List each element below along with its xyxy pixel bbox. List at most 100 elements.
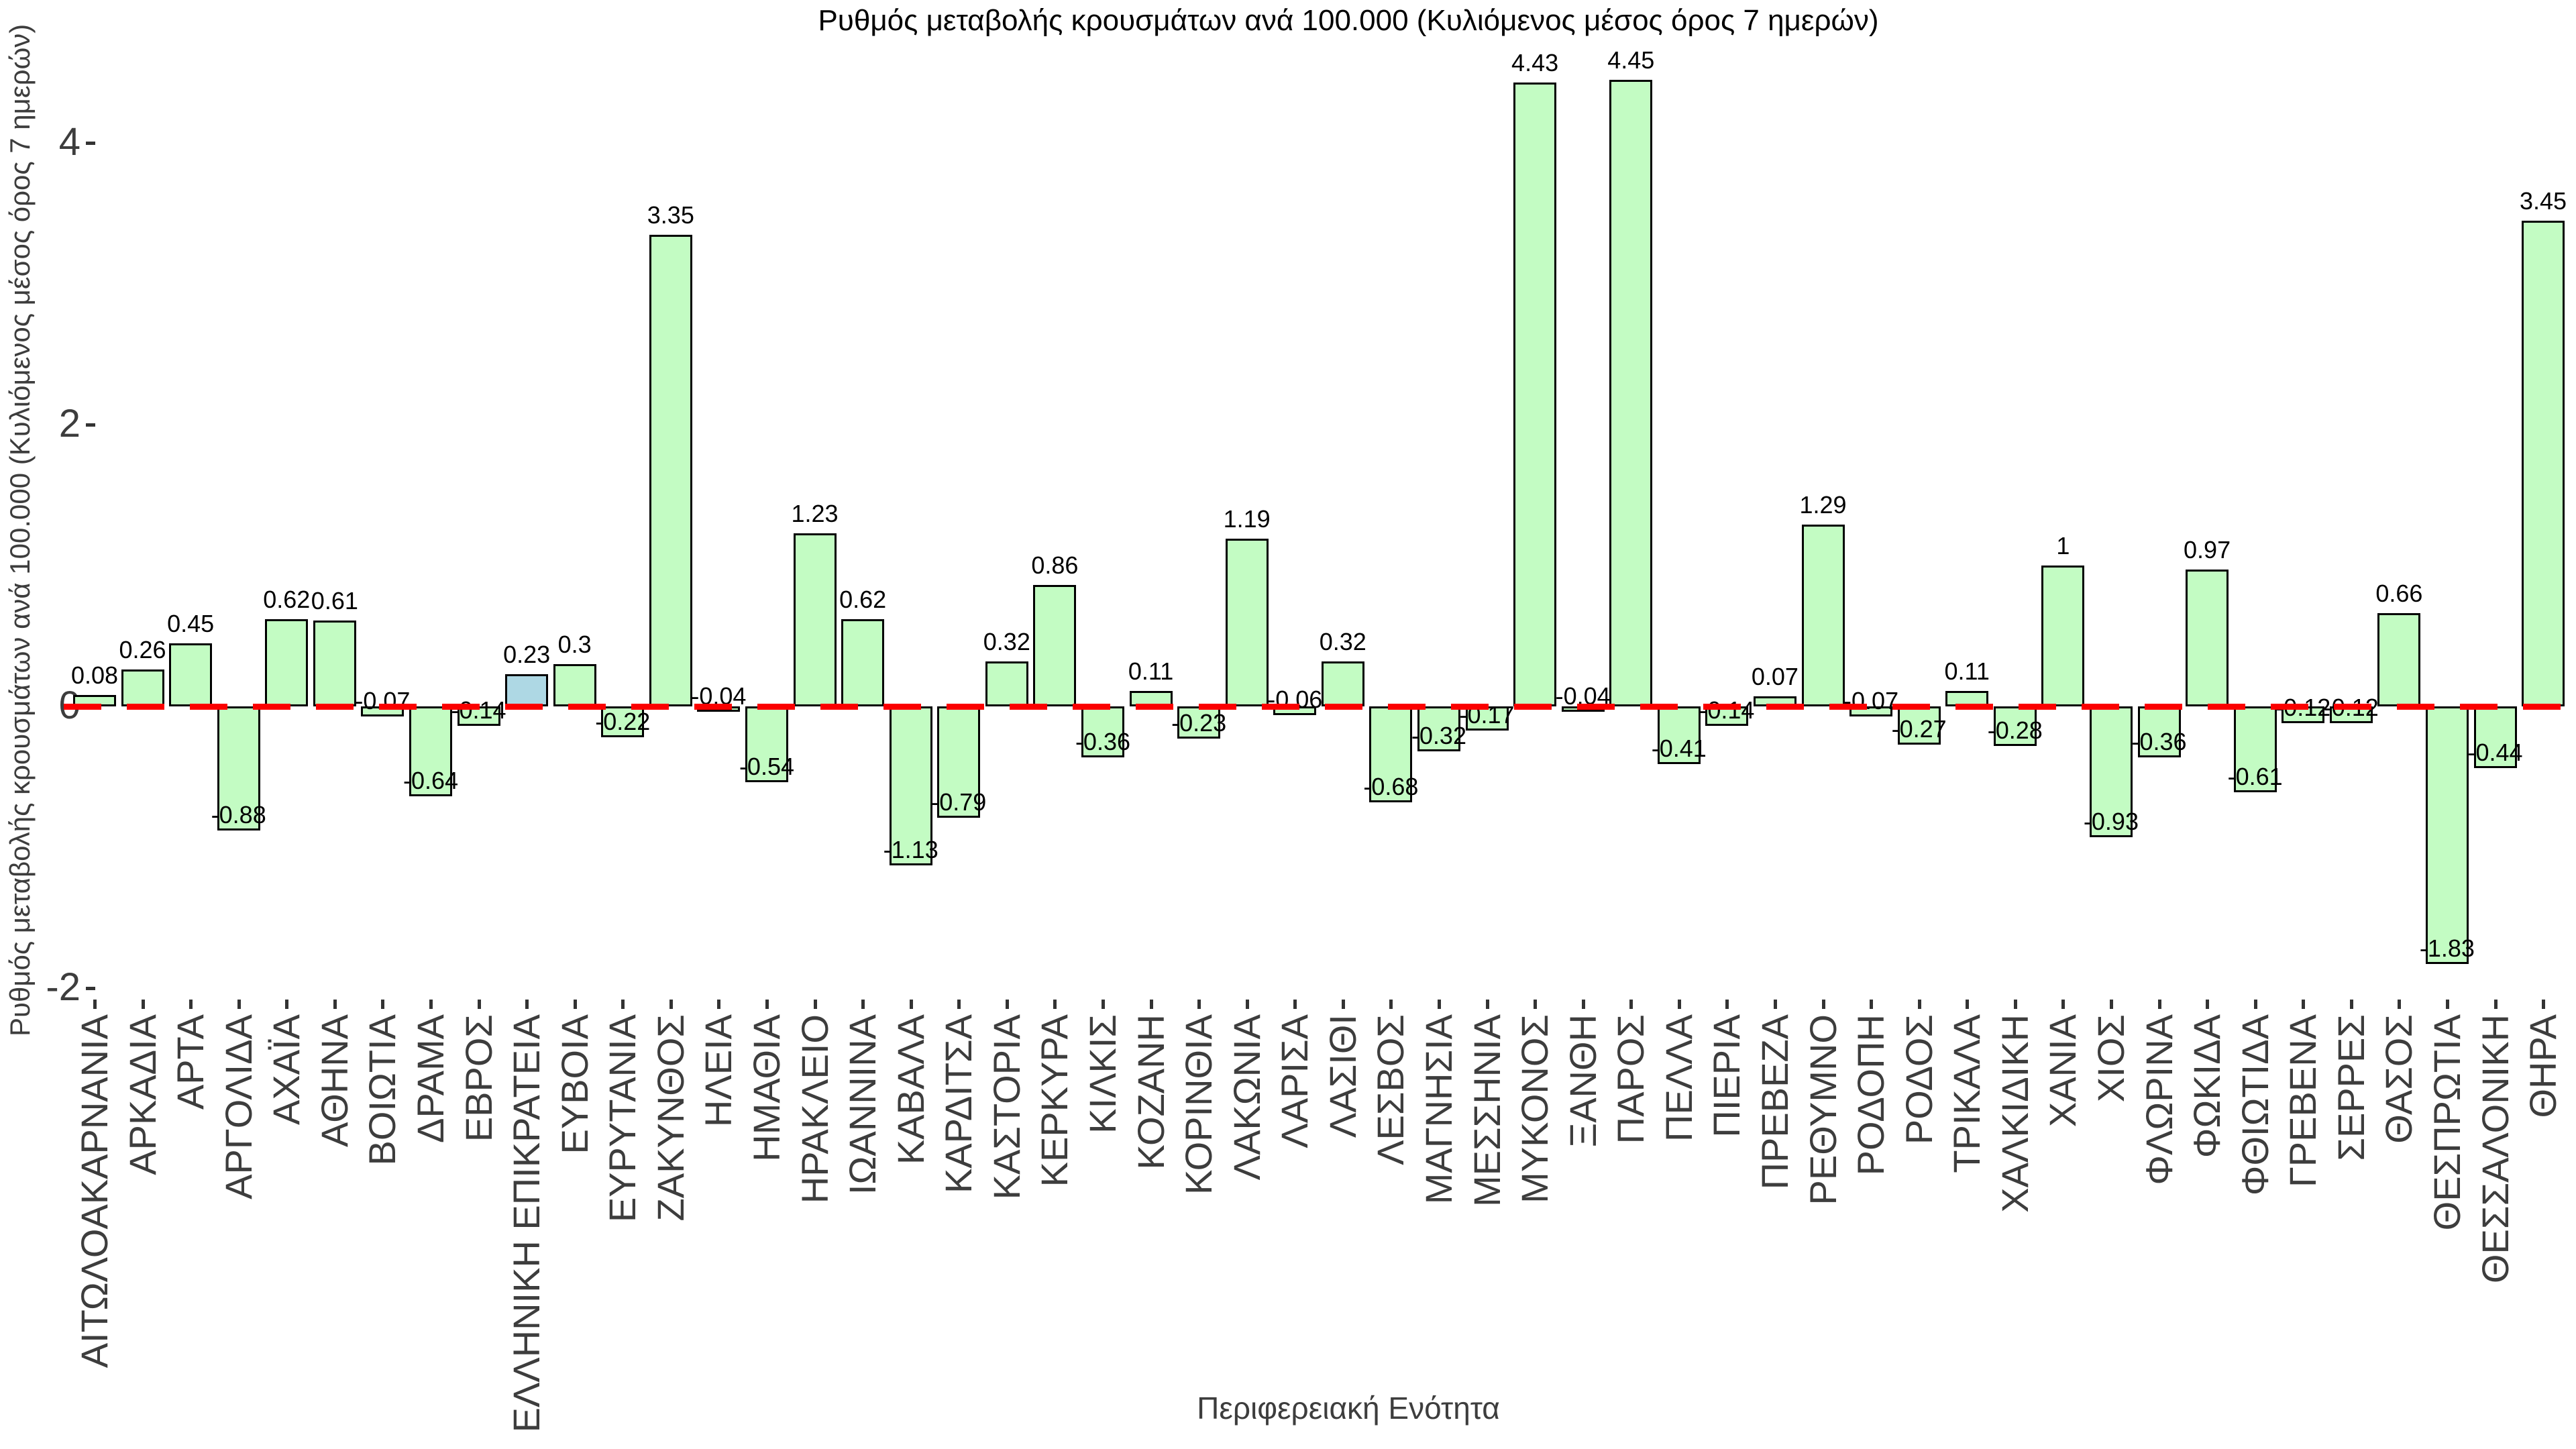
x-tick-mark [573, 1000, 577, 1009]
x-tick-label: ΑΙΤΩΛΟΑΚΑΡΝΑΝΙΑ [73, 1014, 115, 1368]
bar-value-label: 0.61 [311, 586, 358, 614]
bar [2377, 613, 2421, 706]
zero-reference-line [64, 704, 2576, 710]
bar-value-label: 1.23 [791, 499, 839, 527]
x-tick-label: ΦΛΩΡΙΝΑ [2137, 1014, 2180, 1185]
y-axis-label: Ρυθμός μεταβολής κρουσμάτων ανά 100.000 … [4, 23, 36, 1036]
bar [937, 706, 981, 818]
x-tick-label: ΣΕΡΡΕΣ [2329, 1014, 2372, 1161]
y-tick-label: 2 [58, 402, 80, 445]
x-tick-label: ΤΡΙΚΑΛΑ [1945, 1014, 1988, 1173]
y-tick-mark [86, 423, 95, 427]
x-tick-label: ΘΕΣΣΑΛΟΝΙΚΗ [2473, 1014, 2516, 1284]
x-tick-label: ΛΕΣΒΟΣ [1369, 1014, 1412, 1165]
bar-value-label: 0.11 [1128, 657, 1174, 685]
x-tick-label: ΛΑΚΩΝΙΑ [1225, 1014, 1268, 1181]
y-tick-label: 4 [58, 120, 80, 164]
x-tick-mark [1437, 1000, 1441, 1009]
bar [1465, 706, 1509, 731]
bar-value-label: -0.22 [595, 708, 651, 736]
x-tick-mark [1725, 1000, 1729, 1009]
bar [1897, 706, 1941, 745]
x-tick-mark [525, 1000, 529, 1009]
bar [1225, 539, 1269, 706]
x-tick-label: ΡΟΔΟΣ [1897, 1014, 1940, 1145]
bar-value-label: 0.32 [983, 627, 1030, 655]
x-tick-mark [93, 1000, 97, 1009]
bar-value-label: -0.41 [1651, 735, 1707, 763]
x-tick-mark [333, 1000, 337, 1009]
x-tick-label: ΦΘΙΩΤΙΔΑ [2233, 1014, 2276, 1196]
x-tick-label: ΗΜΑΘΙΑ [745, 1014, 788, 1162]
bar [265, 619, 309, 706]
x-tick-mark [2349, 1000, 2353, 1009]
bar-value-label: 0.26 [119, 636, 166, 664]
bar-value-label: 0.08 [70, 661, 119, 690]
bar-value-label: -0.28 [1987, 716, 2043, 744]
x-tick-label: ΚΑΡΔΙΤΣΑ [937, 1014, 980, 1194]
x-tick-mark [2206, 1000, 2210, 1009]
x-tick-label: ΕΛΛΗΝΙΚΗ ΕΠΙΚΡΑΤΕΙΑ [505, 1014, 548, 1433]
x-tick-mark [1966, 1000, 1970, 1009]
bar [169, 643, 213, 706]
x-tick-mark [2013, 1000, 2017, 1009]
x-tick-label: ΑΡΤΑ [169, 1014, 212, 1110]
x-tick-mark [2398, 1000, 2402, 1009]
x-tick-label: ΑΡΚΑΔΙΑ [121, 1014, 164, 1175]
bar [121, 669, 164, 706]
x-tick-mark [2302, 1000, 2306, 1009]
x-tick-label: ΠΙΕΡΙΑ [1705, 1014, 1748, 1138]
bar-value-label: -0.61 [2227, 763, 2283, 791]
bar-value-label: -0.14 [451, 696, 506, 724]
x-tick-mark [861, 1000, 865, 1009]
bar-value-label: 0.45 [167, 609, 215, 637]
bar-value-label: -0.93 [2083, 808, 2139, 836]
x-tick-mark [1293, 1000, 1297, 1009]
x-tick-mark [1197, 1000, 1201, 1009]
bar-value-label: 1.19 [1223, 505, 1271, 533]
x-tick-mark [429, 1000, 433, 1009]
x-tick-label: ΚΕΡΚΥΡΑ [1033, 1014, 1076, 1187]
bar [2233, 706, 2277, 793]
x-tick-mark [621, 1000, 625, 1009]
bar-value-label: -0.79 [931, 788, 987, 816]
bar-value-label: 0.07 [1751, 663, 1799, 691]
x-tick-mark [1101, 1000, 1105, 1009]
x-tick-label: ΡΟΔΟΠΗ [1849, 1014, 1892, 1176]
x-tick-label: ΞΑΝΘΗ [1561, 1014, 1604, 1148]
x-tick-mark [669, 1000, 673, 1009]
bar-value-label: 0.3 [557, 631, 592, 658]
bar-value-label: 0.23 [503, 640, 551, 668]
bar [553, 664, 596, 706]
x-tick-mark [237, 1000, 241, 1009]
bar-value-label: -0.54 [739, 753, 794, 781]
bar [1993, 706, 2037, 746]
x-tick-label: ΘΑΣΟΣ [2377, 1014, 2420, 1144]
x-tick-label: ΜΥΚΟΝΟΣ [1513, 1014, 1556, 1203]
x-tick-mark [1773, 1000, 1777, 1009]
bar [1081, 706, 1124, 757]
x-tick-mark [1389, 1000, 1393, 1009]
x-tick-label: ΓΡΕΒΕΝΑ [2282, 1014, 2324, 1188]
bar [793, 533, 837, 706]
x-tick-mark [477, 1000, 481, 1009]
x-tick-label: ΗΡΑΚΛΕΙΟ [793, 1014, 836, 1204]
bar-value-label: -0.23 [1171, 709, 1227, 737]
bar-value-label: -0.27 [1891, 714, 1947, 743]
bar-value-label: 0.62 [263, 585, 311, 613]
bar [985, 661, 1028, 706]
x-tick-mark [2445, 1000, 2449, 1009]
bar-value-label: -0.44 [2467, 739, 2523, 767]
bar [2425, 706, 2469, 965]
x-tick-label: ΕΥΡΥΤΑΝΙΑ [601, 1014, 644, 1223]
x-tick-label: ΖΑΚΥΝΘΟΣ [649, 1014, 692, 1222]
x-tick-label: ΛΑΡΙΣΑ [1273, 1014, 1316, 1148]
bar [1609, 79, 1653, 706]
x-tick-label: ΕΥΒΟΙΑ [553, 1014, 596, 1155]
bar-value-label: -1.13 [883, 836, 938, 864]
bar [1033, 585, 1077, 706]
x-tick-mark [1534, 1000, 1538, 1009]
bar-value-label: 0.66 [2375, 580, 2423, 608]
x-tick-mark [1149, 1000, 1153, 1009]
